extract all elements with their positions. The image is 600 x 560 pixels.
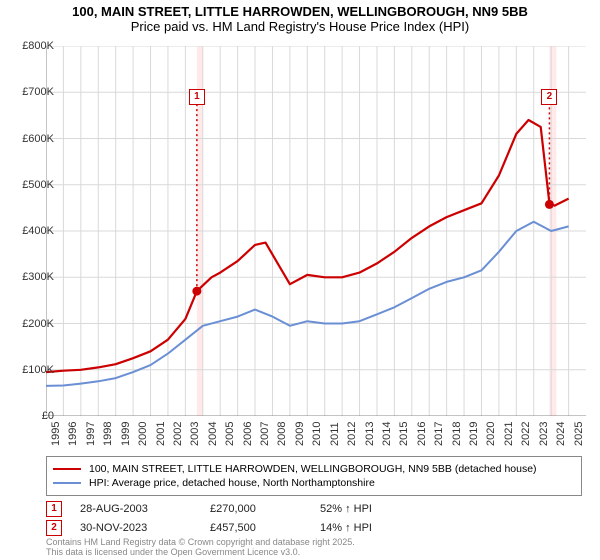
x-tick-label: 2025	[573, 422, 585, 446]
x-tick-label: 2022	[520, 422, 532, 446]
transaction-row: 1 28-AUG-2003£270,00052% ↑ HPI	[46, 501, 372, 517]
x-tick-label: 2013	[364, 422, 376, 446]
y-tick-label: £500K	[10, 179, 54, 191]
x-tick-label: 2016	[416, 422, 428, 446]
x-tick-label: 2000	[137, 422, 149, 446]
transaction-date: 28-AUG-2003	[80, 503, 210, 515]
x-tick-label: 2006	[242, 422, 254, 446]
y-tick-label: £300K	[10, 271, 54, 283]
legend-label: 100, MAIN STREET, LITTLE HARROWDEN, WELL…	[89, 463, 537, 475]
x-tick-label: 2020	[485, 422, 497, 446]
title-subtitle: Price paid vs. HM Land Registry's House …	[0, 19, 600, 34]
x-tick-label: 2004	[207, 422, 219, 446]
y-tick-label: £600K	[10, 133, 54, 145]
title-block: 100, MAIN STREET, LITTLE HARROWDEN, WELL…	[0, 0, 600, 34]
transaction-price: £270,000	[210, 503, 320, 515]
transaction-table: 1 28-AUG-2003£270,00052% ↑ HPI 2 30-NOV-202…	[46, 498, 372, 539]
x-tick-label: 1998	[102, 422, 114, 446]
x-tick-label: 2010	[311, 422, 323, 446]
legend: 100, MAIN STREET, LITTLE HARROWDEN, WELL…	[46, 456, 582, 496]
chart-marker: 2	[541, 89, 557, 105]
y-tick-label: £0	[10, 410, 54, 422]
x-tick-label: 2012	[346, 422, 358, 446]
legend-row: HPI: Average price, detached house, Nort…	[53, 477, 575, 489]
y-tick-label: £400K	[10, 225, 54, 237]
y-tick-label: £700K	[10, 86, 54, 98]
x-tick-label: 2002	[172, 422, 184, 446]
x-tick-label: 1999	[120, 422, 132, 446]
transaction-pct: 14% ↑ HPI	[320, 522, 372, 534]
chart-svg	[46, 46, 586, 416]
x-tick-label: 2018	[451, 422, 463, 446]
x-tick-label: 1995	[50, 422, 62, 446]
transaction-row: 2 30-NOV-2023£457,50014% ↑ HPI	[46, 520, 372, 536]
transaction-date: 30-NOV-2023	[80, 522, 210, 534]
x-tick-label: 1996	[67, 422, 79, 446]
legend-swatch	[53, 482, 81, 484]
transaction-marker: 2	[46, 520, 62, 536]
y-tick-label: £200K	[10, 318, 54, 330]
x-tick-label: 2008	[276, 422, 288, 446]
footer-attribution: Contains HM Land Registry data © Crown c…	[46, 538, 355, 558]
chart-plot-area	[46, 46, 586, 416]
x-tick-label: 2003	[189, 422, 201, 446]
footer-line2: This data is licensed under the Open Gov…	[46, 548, 355, 558]
x-tick-label: 2009	[294, 422, 306, 446]
x-tick-label: 2005	[224, 422, 236, 446]
legend-swatch	[53, 468, 81, 470]
legend-row: 100, MAIN STREET, LITTLE HARROWDEN, WELL…	[53, 463, 575, 475]
x-tick-label: 2015	[398, 422, 410, 446]
x-tick-label: 2023	[538, 422, 550, 446]
x-tick-label: 2024	[555, 422, 567, 446]
transaction-price: £457,500	[210, 522, 320, 534]
x-tick-label: 2001	[155, 422, 167, 446]
x-tick-label: 2011	[329, 422, 341, 446]
x-tick-label: 2017	[433, 422, 445, 446]
y-tick-label: £800K	[10, 40, 54, 52]
x-tick-label: 2014	[381, 422, 393, 446]
x-tick-label: 1997	[85, 422, 97, 446]
x-tick-label: 2019	[468, 422, 480, 446]
chart-container: 100, MAIN STREET, LITTLE HARROWDEN, WELL…	[0, 0, 600, 560]
x-tick-label: 2021	[503, 422, 515, 446]
transaction-marker: 1	[46, 501, 62, 517]
legend-label: HPI: Average price, detached house, Nort…	[89, 477, 375, 489]
transaction-pct: 52% ↑ HPI	[320, 503, 372, 515]
y-tick-label: £100K	[10, 364, 54, 376]
title-address: 100, MAIN STREET, LITTLE HARROWDEN, WELL…	[0, 4, 600, 19]
x-tick-label: 2007	[259, 422, 271, 446]
chart-marker: 1	[189, 89, 205, 105]
